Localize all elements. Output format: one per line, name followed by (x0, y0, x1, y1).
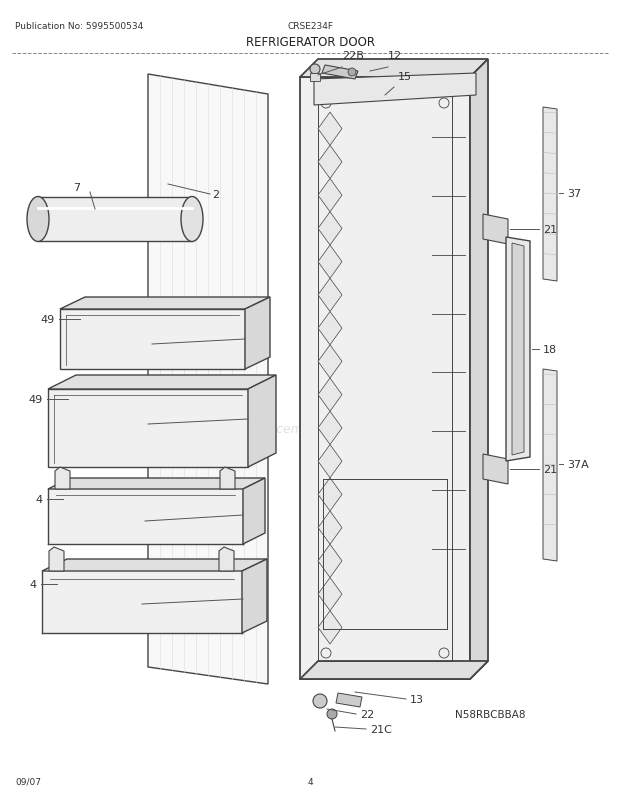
Polygon shape (543, 370, 557, 561)
Polygon shape (543, 107, 557, 282)
Polygon shape (219, 547, 234, 571)
Polygon shape (318, 512, 342, 545)
Text: 21: 21 (543, 464, 557, 475)
Text: 18: 18 (543, 345, 557, 354)
Polygon shape (318, 411, 342, 445)
Polygon shape (470, 60, 488, 679)
Polygon shape (322, 66, 358, 80)
Polygon shape (318, 545, 342, 577)
Polygon shape (310, 74, 320, 82)
Text: 22B: 22B (342, 51, 364, 61)
Polygon shape (49, 547, 64, 571)
Polygon shape (318, 180, 342, 213)
Text: CRSE234F: CRSE234F (287, 22, 333, 31)
Polygon shape (336, 693, 362, 707)
Polygon shape (300, 78, 470, 679)
Circle shape (313, 695, 327, 708)
Text: 49: 49 (29, 395, 43, 404)
Text: N58RBCBBA8: N58RBCBBA8 (454, 709, 525, 719)
Polygon shape (512, 244, 524, 456)
Polygon shape (300, 661, 488, 679)
Polygon shape (55, 468, 70, 489)
Polygon shape (220, 468, 235, 489)
Circle shape (348, 69, 356, 77)
Polygon shape (148, 75, 268, 684)
Polygon shape (318, 379, 342, 411)
Polygon shape (318, 611, 342, 644)
Text: 13: 13 (410, 695, 424, 704)
Polygon shape (318, 213, 342, 245)
Text: 4: 4 (30, 579, 37, 589)
Polygon shape (48, 390, 248, 468)
Circle shape (327, 709, 337, 719)
Polygon shape (243, 479, 265, 545)
Polygon shape (48, 375, 276, 390)
Polygon shape (248, 375, 276, 468)
Text: 7: 7 (73, 183, 80, 192)
Polygon shape (242, 559, 267, 634)
Polygon shape (60, 310, 245, 370)
Polygon shape (318, 279, 342, 312)
Polygon shape (318, 245, 342, 279)
Polygon shape (318, 445, 342, 478)
Ellipse shape (181, 197, 203, 242)
Text: 09/07: 09/07 (15, 777, 41, 786)
Polygon shape (300, 60, 488, 78)
Text: REFRIGERATOR DOOR: REFRIGERATOR DOOR (246, 36, 374, 49)
Polygon shape (506, 237, 530, 461)
Text: 4: 4 (307, 777, 313, 786)
Polygon shape (38, 198, 192, 241)
Polygon shape (42, 571, 242, 634)
Polygon shape (318, 146, 342, 180)
Polygon shape (318, 346, 342, 379)
Text: 2: 2 (212, 190, 219, 200)
Text: 22: 22 (360, 709, 374, 719)
Text: 21C: 21C (370, 724, 392, 734)
Polygon shape (318, 577, 342, 611)
Polygon shape (318, 312, 342, 346)
Polygon shape (318, 113, 342, 146)
Text: 49: 49 (41, 314, 55, 325)
Polygon shape (314, 74, 476, 106)
Polygon shape (483, 455, 508, 484)
Text: 15: 15 (398, 72, 412, 82)
Circle shape (310, 65, 320, 75)
Text: 4: 4 (36, 494, 43, 504)
Ellipse shape (27, 197, 49, 242)
Text: 21: 21 (543, 225, 557, 235)
Polygon shape (48, 489, 243, 545)
Text: 37: 37 (567, 188, 581, 199)
Polygon shape (60, 298, 270, 310)
Text: Publication No: 5995500534: Publication No: 5995500534 (15, 22, 143, 31)
Polygon shape (48, 479, 265, 489)
Polygon shape (318, 478, 342, 512)
Polygon shape (483, 215, 508, 245)
Polygon shape (245, 298, 270, 370)
Polygon shape (42, 559, 267, 571)
Text: 37A: 37A (567, 460, 589, 469)
Text: eReplacementParts.com: eReplacementParts.com (234, 423, 386, 436)
Text: 12: 12 (388, 51, 402, 61)
